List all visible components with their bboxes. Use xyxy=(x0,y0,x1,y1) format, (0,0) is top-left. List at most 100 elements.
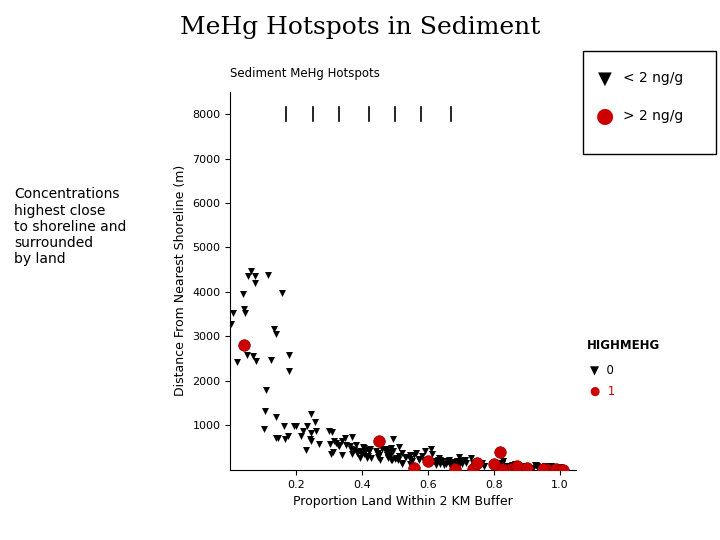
Point xyxy=(436,457,448,465)
Point xyxy=(278,421,289,430)
Point xyxy=(366,454,377,462)
Point xyxy=(330,439,342,448)
Point xyxy=(355,449,366,457)
Point xyxy=(365,444,377,453)
Point xyxy=(510,464,522,472)
Point xyxy=(295,431,307,440)
Point xyxy=(259,407,271,416)
Point xyxy=(373,451,384,460)
Point xyxy=(413,455,425,464)
Point xyxy=(394,443,405,451)
Point xyxy=(384,452,396,461)
Text: ▼: ▼ xyxy=(598,69,611,87)
Point xyxy=(472,459,483,468)
Point xyxy=(495,461,507,470)
Point xyxy=(452,457,464,466)
Point xyxy=(457,456,469,464)
Point xyxy=(554,463,565,471)
Point xyxy=(392,455,404,463)
Point xyxy=(491,459,503,468)
Point xyxy=(361,454,372,462)
Text: Sediment MeHg Hotspots: Sediment MeHg Hotspots xyxy=(230,68,380,80)
Text: MeHg Hotspots in Sediment: MeHg Hotspots in Sediment xyxy=(180,16,540,39)
Point xyxy=(503,463,514,471)
Point xyxy=(438,460,450,469)
Point xyxy=(417,452,428,461)
Point xyxy=(500,462,512,470)
Point xyxy=(238,305,250,313)
Point xyxy=(515,463,526,471)
Point xyxy=(506,461,518,470)
Point xyxy=(250,357,261,366)
Point xyxy=(346,433,358,442)
Point xyxy=(385,456,397,464)
Point xyxy=(328,437,340,445)
Point xyxy=(467,458,479,467)
Y-axis label: Distance From Nearest Shoreline (m): Distance From Nearest Shoreline (m) xyxy=(174,165,187,396)
Point xyxy=(387,435,399,443)
Point xyxy=(441,456,453,465)
Point xyxy=(310,418,321,427)
Text: ●: ● xyxy=(595,106,613,126)
Point xyxy=(554,465,565,474)
Text: ●  1: ● 1 xyxy=(590,385,616,398)
Point xyxy=(478,462,490,470)
Point xyxy=(385,444,397,453)
Point xyxy=(454,458,466,467)
Point xyxy=(265,356,276,364)
Point xyxy=(382,453,394,461)
Point xyxy=(431,457,443,465)
Point xyxy=(269,325,280,333)
Text: Concentrations
highest close
to shoreline and
surrounded
by land: Concentrations highest close to shorelin… xyxy=(14,187,127,266)
Point xyxy=(410,449,422,457)
Point xyxy=(451,458,462,467)
Point xyxy=(449,465,461,474)
Point xyxy=(547,463,559,471)
Point xyxy=(246,266,257,275)
Point xyxy=(382,448,393,456)
Point xyxy=(409,451,420,460)
Point xyxy=(426,445,437,454)
Point xyxy=(502,463,513,471)
Point xyxy=(242,351,253,360)
Point xyxy=(449,458,461,467)
Point xyxy=(301,421,312,430)
Point xyxy=(430,461,441,470)
Point xyxy=(336,451,347,460)
Point xyxy=(404,450,415,459)
Point xyxy=(356,448,368,457)
Text: < 2 ng/g: < 2 ng/g xyxy=(623,71,683,85)
Point xyxy=(371,447,382,455)
Point xyxy=(509,462,521,470)
Point xyxy=(496,460,508,469)
Point xyxy=(249,279,261,287)
Point xyxy=(544,461,556,470)
Point xyxy=(501,462,513,470)
Point xyxy=(404,460,415,468)
Point xyxy=(333,441,345,450)
Point xyxy=(352,448,364,457)
Point xyxy=(290,422,302,430)
Point xyxy=(372,453,384,462)
Point xyxy=(489,463,500,471)
Point xyxy=(496,464,508,473)
Point xyxy=(472,462,483,470)
Point xyxy=(498,457,509,465)
X-axis label: Proportion Land Within 2 KM Buffer: Proportion Land Within 2 KM Buffer xyxy=(293,495,513,508)
Point xyxy=(344,442,356,450)
Point xyxy=(518,463,530,472)
Point xyxy=(333,441,344,449)
Point xyxy=(421,457,433,466)
Point xyxy=(387,447,399,455)
Point xyxy=(405,455,416,464)
Point xyxy=(459,456,470,464)
Point xyxy=(328,448,339,456)
Point xyxy=(270,330,282,339)
Point xyxy=(238,341,249,349)
Point xyxy=(496,459,508,468)
Point xyxy=(391,454,402,463)
Point xyxy=(510,462,521,470)
Point xyxy=(262,271,274,280)
Point xyxy=(306,410,318,418)
Point xyxy=(261,386,272,394)
